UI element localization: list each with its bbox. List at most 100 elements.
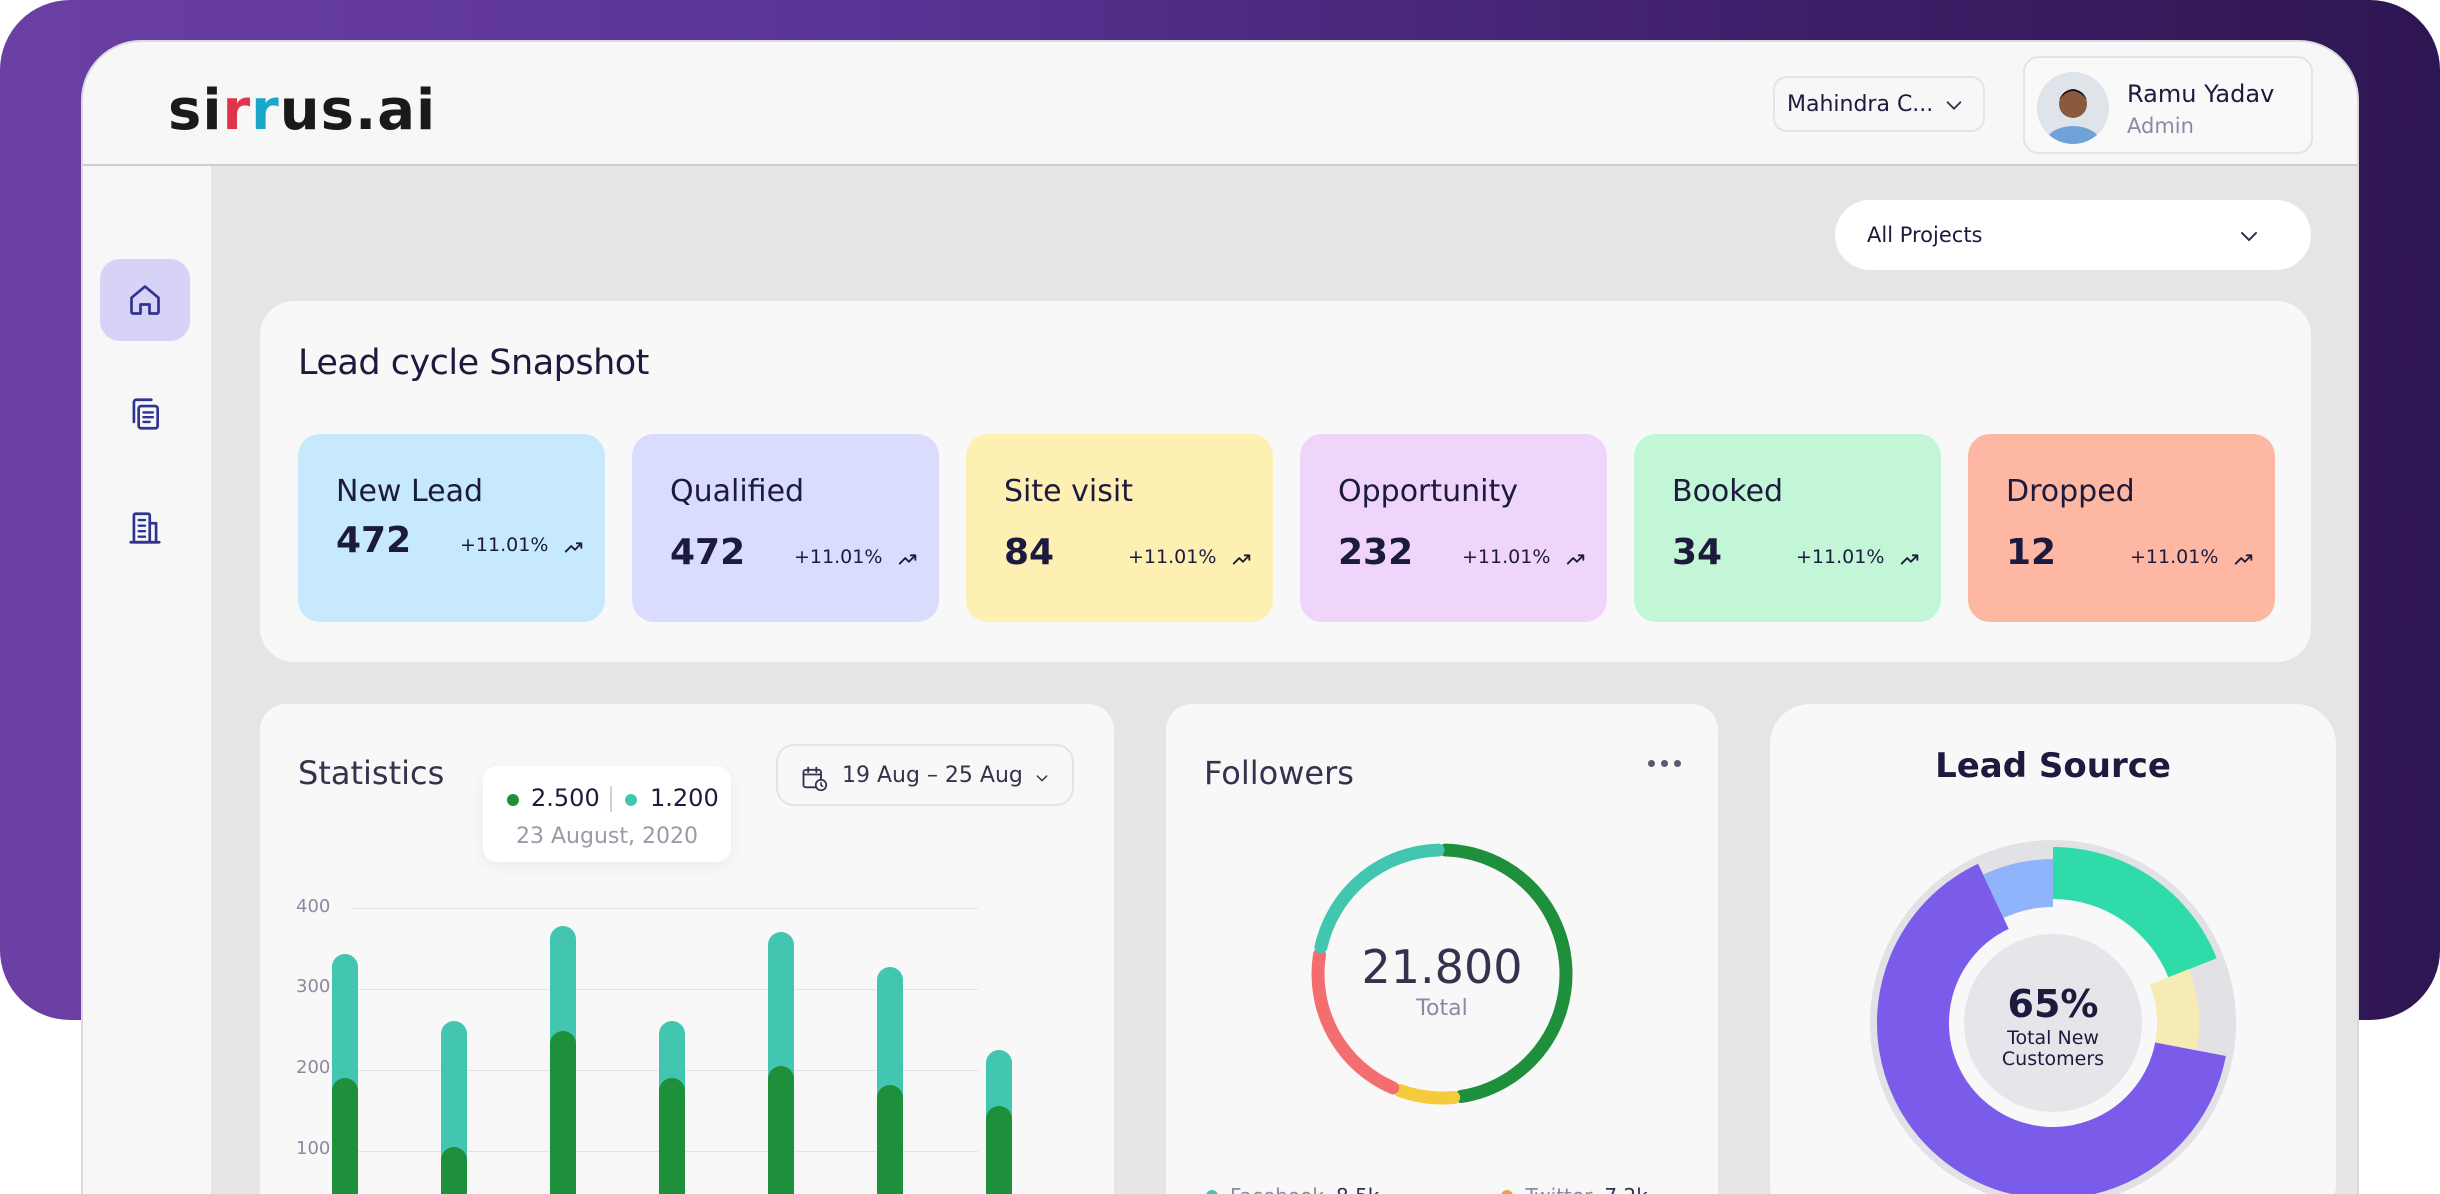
card-label: Site visit: [1004, 474, 1133, 509]
card-qualified[interactable]: Qualified 472 +11.01%: [632, 434, 939, 622]
card-label: Qualified: [670, 474, 805, 509]
card-change: +11.01%: [1462, 546, 1551, 568]
grid-line: [352, 989, 978, 990]
bar-series-b[interactable]: [768, 932, 794, 1092]
trend-up-icon: [1900, 554, 1919, 565]
bar-series-a[interactable]: [986, 1106, 1012, 1194]
followers-panel: Followers 21.800 Total Facebook 8.5k Twi…: [1166, 704, 1718, 1194]
card-value: 472: [670, 532, 746, 573]
followers-slice[interactable]: [1314, 843, 1445, 954]
sidebar-item-documents[interactable]: [100, 373, 190, 455]
lead-source-panel: Lead Source 65% Total New Customers: [1770, 704, 2336, 1194]
copy-icon: [132, 398, 160, 430]
bar-series-a[interactable]: [441, 1146, 467, 1194]
card-dropped[interactable]: Dropped 12 +11.01%: [1968, 434, 2275, 622]
card-site-visit[interactable]: Site visit 84 +11.01%: [966, 434, 1273, 622]
statistics-title: Statistics: [298, 754, 445, 792]
lead-source-donut-chart: [1870, 840, 2236, 1194]
card-value: 232: [1338, 532, 1414, 573]
bar-series-a[interactable]: [659, 1078, 685, 1194]
card-booked[interactable]: Booked 34 +11.01%: [1634, 434, 1941, 622]
bar-series-a[interactable]: [768, 1065, 794, 1194]
date-range-picker[interactable]: 19 Aug – 25 Aug: [776, 744, 1074, 806]
logo-part-3: r: [251, 78, 280, 143]
legend-dot: [1206, 1190, 1218, 1194]
y-tick-label: 300: [296, 976, 331, 997]
trend-up-icon: [2234, 554, 2253, 565]
donut-center: [1964, 934, 2142, 1112]
card-change: +11.01%: [2130, 546, 2219, 568]
chevron-down-icon: [1036, 775, 1048, 782]
trend-up-icon: [1566, 554, 1585, 565]
projects-select-value: All Projects: [1867, 223, 1983, 247]
card-label: New Lead: [336, 474, 484, 509]
user-role: Admin: [2127, 114, 2194, 138]
grid-line: [352, 908, 978, 909]
sidebar-item-home[interactable]: [100, 259, 190, 341]
tooltip-value-2: 1.200: [650, 784, 719, 812]
user-profile[interactable]: Ramu Yadav Admin: [2023, 56, 2313, 154]
followers-donut-chart: [1311, 843, 1573, 1105]
lead-source-slice[interactable]: [2052, 847, 2217, 978]
card-label: Opportunity: [1338, 474, 1519, 509]
card-change: +11.01%: [1128, 546, 1217, 568]
trend-up-icon: [898, 554, 917, 565]
lead-source-percent: 65%: [2007, 982, 2099, 1026]
followers-slice[interactable]: [1393, 1084, 1461, 1105]
card-opportunity[interactable]: Opportunity 232 +11.01%: [1300, 434, 1607, 622]
lead-source-caption-line1: Total New: [2007, 1027, 2099, 1049]
logo-part-4: us.ai: [279, 78, 437, 143]
bar-series-a[interactable]: [550, 1031, 576, 1194]
card-value: 12: [2006, 532, 2057, 573]
logo-part-2: r: [222, 78, 252, 143]
legend-dot: [1501, 1190, 1514, 1194]
lead-source-slice[interactable]: [2149, 969, 2199, 1051]
card-label: Booked: [1672, 474, 1784, 509]
lead-source-slice[interactable]: [1877, 863, 2226, 1194]
snapshot-title: Lead cycle Snapshot: [298, 343, 649, 383]
lead-cycle-snapshot: Lead cycle Snapshot New Lead 472 +11.01%…: [260, 301, 2311, 662]
followers-slice[interactable]: [1439, 843, 1573, 1103]
sidebar-item-projects[interactable]: [100, 487, 190, 569]
bar-series-a[interactable]: [877, 1084, 903, 1194]
legend-label: Twitter: [1525, 1184, 1592, 1194]
chart-tooltip: 2.500 1.200 23 August, 2020: [483, 766, 731, 862]
company-select-value: Mahindra C...: [1787, 91, 1934, 117]
date-range-value: 19 Aug – 25 Aug: [842, 762, 1023, 788]
card-change: +11.01%: [1796, 546, 1885, 568]
series-b-dot: [625, 794, 637, 806]
followers-legend: Facebook 8.5k Twitter 7.2k: [1206, 1184, 1648, 1194]
card-new-lead[interactable]: New Lead 472 +11.01%: [298, 434, 605, 622]
top-bar: sirrus.ai Mahindra C... Ramu Yadav Admin: [83, 42, 2357, 166]
company-select[interactable]: Mahindra C...: [1773, 76, 1985, 132]
sirrus-logo[interactable]: sirrus.ai: [168, 78, 436, 143]
home-icon: [130, 285, 160, 315]
legend-value: 8.5k: [1336, 1184, 1379, 1194]
tooltip-date: 23 August, 2020: [516, 824, 698, 849]
more-options-icon[interactable]: [1648, 760, 1681, 767]
y-tick-label: 100: [296, 1138, 331, 1159]
avatar: [2037, 72, 2109, 144]
card-label: Dropped: [2006, 474, 2135, 509]
lead-source-caption-line2: Customers: [2001, 1048, 2105, 1070]
tooltip-value-1: 2.500: [531, 784, 600, 812]
y-tick-label: 400: [296, 896, 331, 917]
lead-source-slice[interactable]: [1983, 859, 2054, 919]
trend-up-icon: [1232, 554, 1251, 565]
calendar-icon: [802, 766, 828, 792]
legend-value: 7.2k: [1604, 1184, 1647, 1194]
chevron-down-icon: [2241, 232, 2257, 241]
logo-part-1: si: [168, 78, 223, 143]
card-value: 34: [1672, 532, 1723, 573]
bar-series-a[interactable]: [332, 1078, 358, 1194]
building-icon: [129, 512, 161, 544]
card-value: 84: [1004, 532, 1055, 573]
followers-title: Followers: [1204, 754, 1354, 792]
series-a-dot: [507, 794, 519, 806]
app-window: sirrus.ai Mahindra C... Ramu Yadav Admin: [81, 40, 2359, 1194]
followers-total-value: 21.800: [1361, 940, 1523, 994]
followers-slice[interactable]: [1311, 948, 1400, 1095]
y-tick-label: 200: [296, 1057, 331, 1078]
projects-select[interactable]: All Projects: [1835, 200, 2311, 270]
tooltip-separator: [610, 786, 612, 812]
